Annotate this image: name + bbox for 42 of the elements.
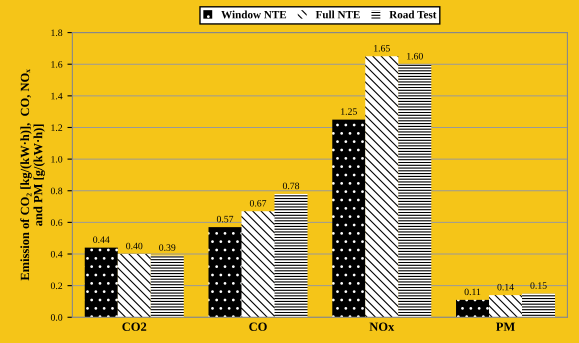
x-tick-label: CO — [249, 322, 267, 331]
bar — [332, 120, 366, 318]
bar — [208, 227, 242, 318]
data-label: 0.11 — [464, 288, 480, 296]
data-label: 0.15 — [530, 282, 547, 289]
bar — [274, 194, 308, 318]
legend-label: Road Test — [389, 10, 436, 18]
bar — [84, 248, 118, 318]
y-tick-label: 1.8 — [51, 29, 62, 36]
y-tick-label: 1.4 — [51, 92, 62, 100]
x-tick-label: NOx — [370, 322, 394, 331]
y-tick-label: 0.0 — [50, 314, 62, 321]
bar — [118, 254, 151, 318]
bar — [150, 256, 184, 318]
data-label: 0.44 — [93, 236, 110, 243]
data-label: 0.14 — [497, 284, 514, 290]
y-tick-label: 0.4 — [50, 250, 62, 258]
bar — [522, 294, 556, 318]
data-label: 1.60 — [407, 52, 423, 60]
legend-label: Window NTE — [221, 10, 286, 18]
y-tick-label: 0.6 — [50, 219, 62, 226]
bar — [489, 295, 522, 318]
y-axis-title: Emission of CO₂ [kg/(kW·h)], CO, NOₓ and PM [g/(kW·h)] — [20, 69, 45, 280]
data-label: 0.39 — [159, 244, 176, 251]
data-label: 1.25 — [341, 108, 357, 115]
y-tick-label: 1.2 — [51, 124, 62, 131]
y-tick-label: 0.8 — [50, 188, 62, 194]
y-tick-label: 1.0 — [51, 156, 62, 163]
bar — [365, 56, 398, 318]
data-label: 1.65 — [374, 45, 390, 52]
data-label: 0.78 — [282, 182, 300, 190]
bar — [456, 300, 490, 318]
data-label: 0.40 — [126, 242, 142, 250]
y-tick-label: 0.2 — [50, 282, 62, 290]
x-tick-label: CO2 — [122, 322, 146, 331]
bar — [242, 211, 275, 318]
bar — [398, 64, 432, 318]
x-tick-label: PM — [496, 322, 515, 331]
y-tick-label: 1.6 — [51, 61, 62, 68]
data-label: 0.67 — [250, 200, 266, 207]
legend-label: Full NTE — [316, 10, 360, 18]
data-label: 0.57 — [216, 216, 234, 222]
